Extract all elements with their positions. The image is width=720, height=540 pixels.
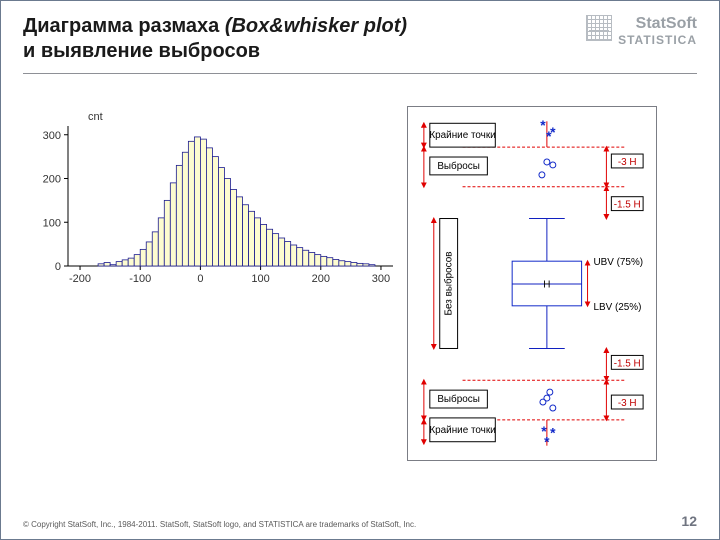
- svg-text:LBV (25%): LBV (25%): [594, 302, 642, 313]
- svg-text:200: 200: [43, 174, 61, 186]
- title-italic: (Box&whisker plot): [225, 15, 407, 37]
- svg-text:0: 0: [55, 261, 61, 273]
- svg-text:Крайние точки: Крайние точки: [429, 130, 495, 141]
- content-area: 0100200300-200-1000100200300cnt ******Кр…: [23, 106, 697, 505]
- header: Диаграмма размаха (Box&whisker plot) и в…: [23, 15, 697, 73]
- svg-text:300: 300: [43, 130, 61, 142]
- svg-text:*: *: [546, 128, 552, 144]
- svg-text:100: 100: [251, 273, 269, 285]
- svg-text:Выбросы: Выбросы: [437, 161, 480, 172]
- title-main-text: Диаграмма размаха: [23, 15, 225, 37]
- logo-product: STATISTICA: [618, 33, 697, 47]
- boxplot-schematic: ******Крайние точкиВыбросыБез выбросовВы…: [407, 106, 657, 461]
- svg-text:Без выбросов: Без выбросов: [443, 252, 454, 316]
- page-number: 12: [681, 513, 697, 529]
- logo: StatSoft STATISTICA: [586, 15, 697, 47]
- svg-text:-100: -100: [129, 273, 151, 285]
- copyright-text: © Copyright StatSoft, Inc., 1984-2011. S…: [23, 520, 416, 529]
- svg-text:*: *: [550, 425, 556, 441]
- logo-brand: StatSoft: [618, 15, 697, 33]
- svg-text:-3 H: -3 H: [618, 398, 637, 409]
- logo-grid-icon: [586, 15, 612, 41]
- svg-text:300: 300: [372, 273, 390, 285]
- svg-text:UBV (75%): UBV (75%): [594, 257, 644, 268]
- svg-text:-3 H: -3 H: [618, 157, 637, 168]
- slide: Диаграмма размаха (Box&whisker plot) и в…: [0, 0, 720, 540]
- header-divider: [23, 73, 697, 74]
- svg-text:H: H: [543, 279, 550, 290]
- svg-text:Крайние точки: Крайние точки: [429, 425, 495, 436]
- histogram-chart: 0 100 200 300 -200 -100 0 100 200 300 cnt: [23, 106, 403, 291]
- svg-text:-200: -200: [69, 273, 91, 285]
- svg-text:100: 100: [43, 217, 61, 229]
- footer: © Copyright StatSoft, Inc., 1984-2011. S…: [23, 513, 697, 529]
- svg-text:cnt: cnt: [88, 111, 103, 123]
- svg-text:*: *: [544, 434, 550, 450]
- svg-text:-1.5 H: -1.5 H: [614, 200, 641, 211]
- svg-text:200: 200: [312, 273, 330, 285]
- svg-text:0: 0: [197, 273, 203, 285]
- svg-text:-1.5 H: -1.5 H: [614, 358, 641, 369]
- svg-text:Выбросы: Выбросы: [437, 394, 480, 405]
